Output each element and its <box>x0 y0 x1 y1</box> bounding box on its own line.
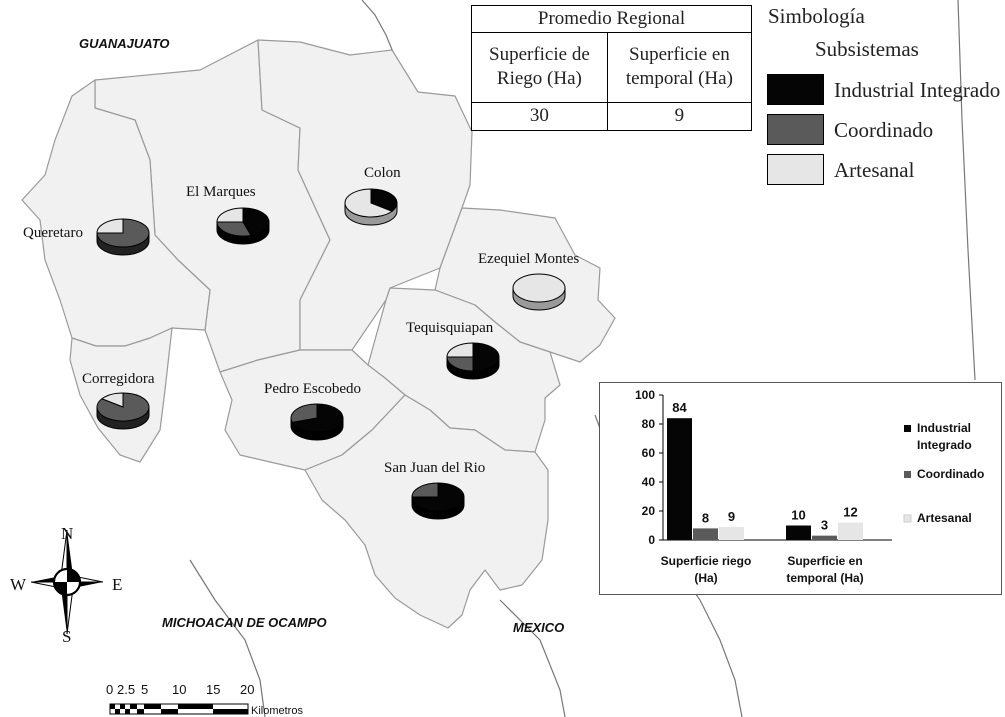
compass-e: E <box>112 575 122 594</box>
scale-bar-graphic <box>109 703 249 715</box>
pie-slice <box>472 342 500 372</box>
y-tick-label: 20 <box>642 504 656 518</box>
pie-slice <box>370 188 398 212</box>
pie-slice <box>216 207 244 223</box>
bar-coordinado <box>693 528 718 540</box>
pie-pedro-escobedo: Pedro Escobedo <box>264 381 361 441</box>
scale-tick-20: 20 <box>240 682 255 697</box>
x-category-label: Superficie riego <box>661 554 752 568</box>
pie-slice <box>446 342 474 358</box>
pie-slice <box>290 403 318 423</box>
region-label-mexico: MEXICO <box>513 620 564 635</box>
legend-label-industrial: Industrial Integrado <box>834 78 1001 102</box>
chart-legend-swatch <box>904 425 911 432</box>
bar-chart-svg: 0 20 40 60 80 100 84 8 9 Superficie riego (Ha) 10 31… <box>635 388 984 585</box>
x-category-label: temporal (Ha) <box>786 571 863 585</box>
compass-n: N <box>61 524 73 543</box>
pie-slice <box>96 392 150 422</box>
pie-slice <box>411 482 439 498</box>
bar-value-label: 3 <box>821 518 828 533</box>
pie-queretaro: Queretaro <box>23 218 150 256</box>
legend-swatch-artesanal <box>767 154 824 185</box>
pie-tequisquiapan: Tequisquiapan <box>406 320 500 380</box>
pie-el-marques: El Marques <box>186 184 270 245</box>
compass-rose <box>30 529 104 635</box>
bar-artesanal <box>838 522 863 540</box>
table-value-riego: 30 <box>471 101 608 132</box>
bar-value-label: 10 <box>791 508 805 523</box>
y-tick-label: 60 <box>642 446 656 460</box>
municipality-label: Queretaro <box>23 225 83 241</box>
regional-average-table: Promedio Regional Superficie de Riego (Ha… <box>471 4 753 132</box>
pie-slice <box>291 403 344 433</box>
table-value-temporal: 9 <box>606 101 753 132</box>
legend-swatch-industrial <box>767 74 824 105</box>
region-label-guanajuato: GUANAJUATO <box>79 36 170 51</box>
bar-coordinado <box>812 535 837 540</box>
pie-slice <box>100 392 124 408</box>
region-label-michoacan: MICHOACAN DE OCAMPO <box>162 615 327 630</box>
bar-chart-inset: 0 20 40 60 80 100 84 8 9 Superficie riego (Ha) 10 3 1… <box>599 382 1002 595</box>
y-tick-label: 80 <box>642 417 656 431</box>
compass-w: W <box>10 575 27 594</box>
chart-legend-label: Coordinado <box>917 467 984 481</box>
bar-industrial-integrado <box>786 525 811 540</box>
pie-slice <box>344 188 394 218</box>
bar-artesanal <box>719 526 744 540</box>
chart-legend-label: Artesanal <box>917 511 972 525</box>
municipality-label: Tequisquiapan <box>406 320 494 336</box>
y-tick-label: 40 <box>642 475 656 489</box>
chart-legend-label: Industrial <box>917 421 971 435</box>
scale-tick-2-5: 2.5 <box>117 682 136 697</box>
bar-value-label: 8 <box>702 510 709 525</box>
pie-colon: Colon <box>344 165 401 226</box>
table-header-riego: Superficie de Riego (Ha) <box>471 32 608 103</box>
pie-san-juan-del-rio: San Juan del Rio <box>384 460 485 520</box>
municipality-pies: Queretaro El Marques Colon Ezequiel Montes T… <box>23 165 579 520</box>
pie-slice <box>242 207 270 236</box>
pie-slice <box>96 218 150 248</box>
pie-slice <box>411 482 465 512</box>
bar-value-label: 84 <box>672 400 687 415</box>
x-category-label: (Ha) <box>694 571 717 585</box>
pie-ezequiel-montes: Ezequiel Montes <box>478 251 579 311</box>
municipality-label: Pedro Escobedo <box>264 381 361 397</box>
municipality-label: Ezequiel Montes <box>478 251 579 267</box>
municipality-label: San Juan del Rio <box>384 460 485 476</box>
bar-industrial-integrado <box>667 418 692 540</box>
bar-value-label: 9 <box>728 509 735 524</box>
pie-slice <box>216 221 252 237</box>
chart-legend-swatch <box>904 471 911 478</box>
compass-s: S <box>62 627 71 646</box>
pie-corregidora: Corregidora <box>82 371 155 430</box>
municipality-label: Colon <box>364 165 401 181</box>
bar-value-label: 12 <box>843 505 857 520</box>
table-header-temporal: Superficie en temporal (Ha) <box>606 32 753 103</box>
municipality-label: Corregidora <box>82 371 155 387</box>
legend-title: Simbología <box>768 4 865 28</box>
chart-legend-label: Integrado <box>917 438 972 452</box>
legend-label-artesanal: Artesanal <box>834 158 915 182</box>
chart-legend-swatch <box>903 514 912 523</box>
y-tick-label: 100 <box>635 388 655 402</box>
legend-label-coordinado: Coordinado <box>834 118 934 142</box>
scale-tick-5: 5 <box>141 682 149 697</box>
scale-tick-0: 0 <box>106 682 114 697</box>
scale-unit-label: Kilometros <box>251 705 303 717</box>
pie-slice <box>96 218 124 234</box>
municipality-label: El Marques <box>186 184 256 200</box>
pie-slice <box>512 273 566 303</box>
legend-swatch-coordinado <box>767 114 824 145</box>
pie-slice <box>446 356 474 372</box>
scale-tick-10: 10 <box>172 682 187 697</box>
x-category-label: Superficie en <box>787 554 862 568</box>
y-tick-label: 0 <box>648 533 655 547</box>
scale-tick-15: 15 <box>206 682 221 697</box>
table-title: Promedio Regional <box>471 4 752 34</box>
legend-subtitle: Subsistemas <box>815 37 919 61</box>
